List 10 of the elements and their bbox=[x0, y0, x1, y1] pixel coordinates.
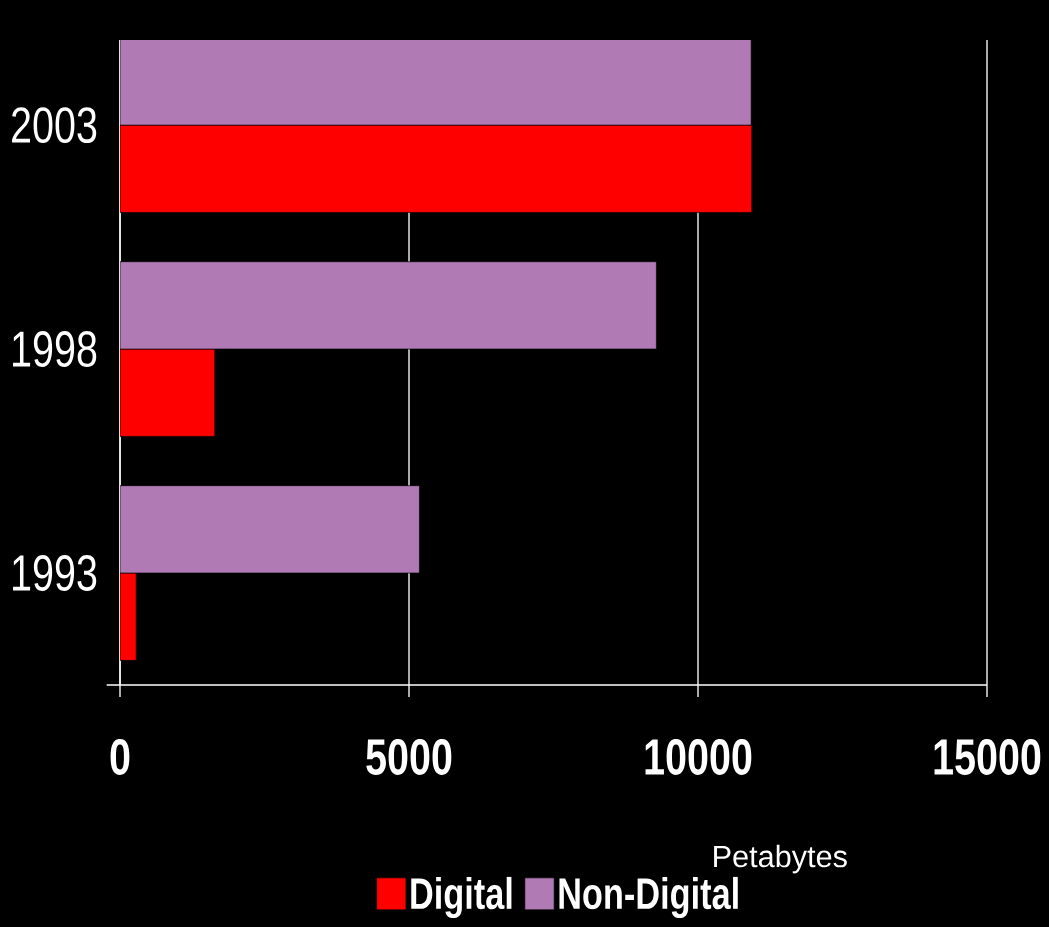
x-tick-label: 0 bbox=[110, 739, 130, 775]
x-tick-label: 15000 bbox=[934, 739, 1041, 775]
x-tick-label: 5000 bbox=[366, 739, 452, 775]
y-tick-label: 2003 bbox=[12, 107, 97, 144]
y-tick-label: 1998 bbox=[13, 331, 97, 367]
x-axis-title: Petabytes bbox=[714, 844, 847, 874]
x-tick-label: 10000 bbox=[645, 739, 752, 775]
y-tick-label: 1993 bbox=[13, 555, 97, 591]
legend-label: Digital bbox=[411, 876, 512, 919]
legend-label: Non-Digital bbox=[559, 876, 738, 919]
